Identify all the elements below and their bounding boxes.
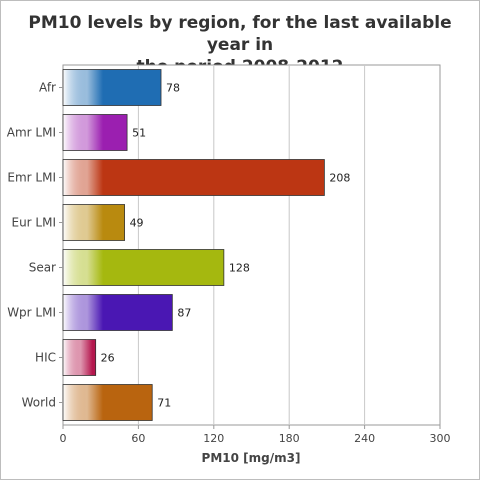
category-label: Emr LMI [7, 171, 56, 185]
bar-value-label: 78 [166, 82, 180, 95]
bar [62, 159, 325, 196]
bar-value-label: 51 [132, 127, 146, 140]
category-label: Amr LMI [7, 126, 56, 140]
category-label: HIC [35, 351, 56, 365]
x-tick-label: 240 [354, 432, 375, 445]
x-tick-label: 120 [203, 432, 224, 445]
grid-lines [137, 65, 366, 425]
bar-value-label: 26 [101, 352, 115, 365]
bar-value-label: 49 [130, 217, 144, 230]
x-tick-label: 60 [131, 432, 145, 445]
x-axis-title: PM10 [mg/m3] [202, 451, 301, 465]
bar [62, 204, 125, 241]
bar [62, 249, 225, 286]
category-label: Eur LMI [11, 216, 56, 230]
bar [62, 339, 97, 376]
category-label: World [22, 396, 56, 410]
x-tick-label: 0 [60, 432, 67, 445]
bar-value-label: 87 [177, 307, 191, 320]
bar [62, 114, 128, 151]
bars: 78 51 208 49 128 87 26 71 [62, 69, 350, 421]
bar-value-label: 71 [157, 397, 171, 410]
x-tick-label: 180 [279, 432, 300, 445]
category-label: Wpr LMI [7, 306, 56, 320]
bar-value-label: 208 [329, 172, 350, 185]
axes: 0 60 120 180 240 300 Afr Amr LMI Emr LMI Eur LMI S… [7, 81, 451, 446]
bar [62, 384, 153, 421]
bar [62, 69, 162, 106]
category-label: Afr [39, 81, 56, 95]
category-label: Sear [29, 261, 56, 275]
bar [62, 294, 173, 331]
bar-value-label: 128 [229, 262, 250, 275]
x-tick-label: 300 [430, 432, 451, 445]
